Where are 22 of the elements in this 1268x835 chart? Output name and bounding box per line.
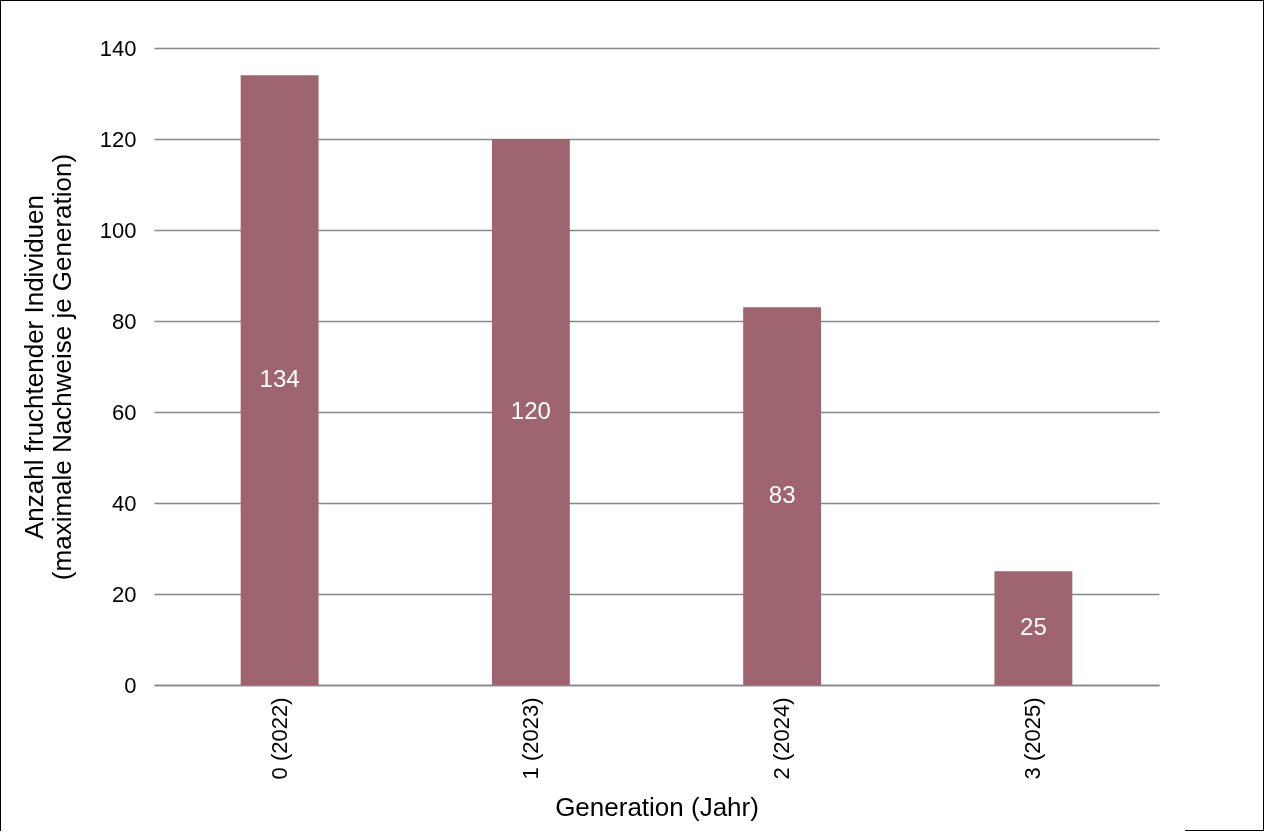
bar — [240, 75, 319, 685]
x-tick-label: 0 (2022) — [266, 697, 292, 780]
data-label: 120 — [510, 397, 551, 424]
x-axis-title: Generation (Jahr) — [555, 792, 759, 823]
x-tick-label: 2 (2024) — [769, 697, 795, 780]
data-label: 134 — [259, 365, 300, 393]
bar — [994, 571, 1073, 685]
bar — [743, 307, 822, 685]
y-tick-label: 60 — [112, 399, 137, 425]
y-tick-label: 20 — [112, 581, 137, 607]
bar — [491, 139, 570, 685]
y-axis-title: Anzahl fruchtender Individuen (maximale Nachweise je Generation) — [18, 153, 77, 581]
data-label: 25 — [1020, 613, 1047, 641]
y-tick-label: 40 — [112, 490, 137, 516]
x-tick-label: 3 (2025) — [1020, 697, 1046, 780]
data-label: 83 — [768, 481, 796, 509]
y-tick-label: 0 — [124, 672, 137, 698]
y-tick-label: 80 — [112, 308, 137, 334]
y-tick-label: 140 — [99, 35, 137, 61]
x-tick-label: 1 (2023) — [517, 697, 543, 780]
y-tick-label: 100 — [99, 217, 137, 243]
y-tick-label: 120 — [99, 126, 137, 152]
